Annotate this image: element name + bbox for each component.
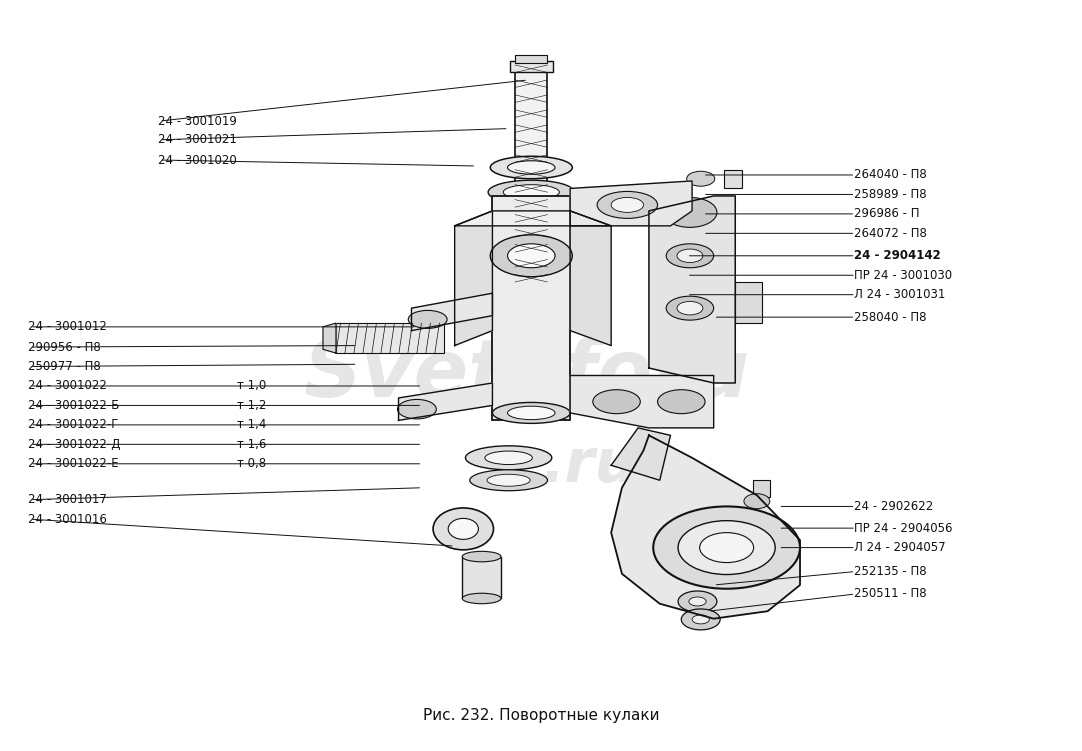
Polygon shape [570,211,611,345]
Text: Рис. 232. Поворотные кулаки: Рис. 232. Поворотные кулаки [423,708,659,723]
Ellipse shape [593,390,641,414]
Ellipse shape [700,532,753,562]
Ellipse shape [490,235,572,276]
Text: 24 - 3001012: 24 - 3001012 [28,321,107,333]
FancyBboxPatch shape [492,196,570,421]
Ellipse shape [507,161,555,174]
Text: т 0,8: т 0,8 [237,457,266,470]
Ellipse shape [492,403,570,424]
Text: 24 - 3001022-Е: 24 - 3001022-Е [28,457,119,470]
Text: 24 - 3001022-Г: 24 - 3001022-Г [28,418,119,431]
Text: т 1,0: т 1,0 [237,379,266,393]
Ellipse shape [408,310,447,328]
Text: 24 - 3001019: 24 - 3001019 [158,115,237,128]
Ellipse shape [448,518,478,539]
Ellipse shape [488,180,575,204]
Ellipse shape [465,446,552,470]
Text: 264040 - П8: 264040 - П8 [854,168,926,182]
Ellipse shape [487,475,530,486]
Ellipse shape [677,249,703,263]
Text: 290956 - П8: 290956 - П8 [28,340,101,354]
Text: 24 - 3001022: 24 - 3001022 [28,379,107,393]
Ellipse shape [654,506,800,589]
Ellipse shape [667,296,714,320]
Text: 24 - 3001021: 24 - 3001021 [158,134,237,146]
Ellipse shape [507,244,555,268]
Text: .ru: .ru [541,436,638,495]
Polygon shape [570,376,714,428]
FancyBboxPatch shape [752,480,769,496]
Text: Л 24 - 3001031: Л 24 - 3001031 [854,288,946,301]
Ellipse shape [667,244,714,268]
Ellipse shape [687,171,715,186]
Text: 258989 - П8: 258989 - П8 [854,188,926,201]
Polygon shape [454,211,492,345]
FancyBboxPatch shape [462,556,501,599]
Ellipse shape [611,198,644,213]
Ellipse shape [663,198,717,228]
Polygon shape [611,436,800,619]
Text: 24 - 2902622: 24 - 2902622 [854,500,933,513]
Ellipse shape [677,301,703,315]
Text: 24 - 3001017: 24 - 3001017 [28,493,107,506]
Ellipse shape [692,615,710,624]
Polygon shape [398,383,492,421]
Text: Л 24 - 2904057: Л 24 - 2904057 [854,541,946,554]
Text: ПР 24 - 2904056: ПР 24 - 2904056 [854,522,952,535]
FancyBboxPatch shape [515,69,547,285]
FancyBboxPatch shape [736,282,762,323]
Text: 250511 - П8: 250511 - П8 [854,587,926,601]
Text: 296986 - П: 296986 - П [854,207,920,220]
Text: ПР 24 - 3001030: ПР 24 - 3001030 [854,269,952,282]
Ellipse shape [490,156,572,179]
Ellipse shape [658,390,705,414]
Ellipse shape [485,451,532,465]
Polygon shape [570,181,692,226]
Polygon shape [324,323,335,353]
FancyBboxPatch shape [515,56,547,63]
Text: т 1,6: т 1,6 [237,438,266,451]
Ellipse shape [433,508,493,550]
Polygon shape [649,196,736,383]
Ellipse shape [503,185,559,200]
Ellipse shape [678,591,717,612]
Text: т 1,4: т 1,4 [237,418,266,431]
Text: т 1,2: т 1,2 [237,399,266,412]
Ellipse shape [462,593,501,604]
Text: 24 - 3001022-Б: 24 - 3001022-Б [28,399,120,412]
FancyBboxPatch shape [510,62,553,72]
Ellipse shape [744,493,769,508]
Ellipse shape [507,406,555,420]
Polygon shape [611,428,671,480]
FancyBboxPatch shape [725,170,742,189]
Ellipse shape [462,551,501,562]
Polygon shape [411,293,492,330]
Ellipse shape [470,470,547,490]
Ellipse shape [597,192,658,219]
Polygon shape [454,211,611,226]
Text: 24 - 3001022-Д: 24 - 3001022-Д [28,438,121,451]
FancyBboxPatch shape [517,191,524,200]
Ellipse shape [397,400,436,419]
Ellipse shape [682,609,721,630]
Text: 258040 - П8: 258040 - П8 [854,311,926,324]
Text: 250977 - П8: 250977 - П8 [28,360,101,373]
FancyBboxPatch shape [335,323,444,353]
Text: 264072 - П8: 264072 - П8 [854,227,927,240]
Text: Svetoforu: Svetoforu [304,336,750,415]
Text: 24 - 3001020: 24 - 3001020 [158,153,237,167]
Ellipse shape [678,520,775,575]
Text: 252135 - П8: 252135 - П8 [854,565,926,578]
Ellipse shape [689,597,707,606]
Text: 24 - 2904142: 24 - 2904142 [854,249,940,262]
Text: 24 - 3001016: 24 - 3001016 [28,513,107,526]
